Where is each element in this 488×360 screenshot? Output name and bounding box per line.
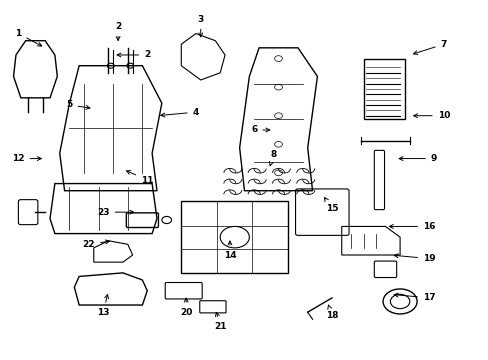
Text: 3: 3 [197, 15, 203, 37]
Text: 21: 21 [214, 312, 226, 331]
Text: 12: 12 [12, 154, 41, 163]
Text: 17: 17 [393, 293, 435, 302]
Text: 10: 10 [413, 111, 449, 120]
Text: 18: 18 [325, 305, 338, 320]
Bar [181, 202, 287, 273]
Text: 2: 2 [117, 50, 150, 59]
Text: 22: 22 [82, 240, 109, 249]
Text: 20: 20 [180, 298, 192, 317]
Text: 9: 9 [398, 154, 436, 163]
Text: 5: 5 [66, 100, 90, 109]
Text: 4: 4 [161, 108, 199, 117]
Text: 16: 16 [388, 222, 435, 231]
Text: 23: 23 [97, 208, 133, 217]
Text: 15: 15 [324, 198, 338, 213]
Text: 11: 11 [126, 171, 153, 185]
Text: 19: 19 [393, 254, 435, 263]
Text: 2: 2 [115, 22, 121, 40]
Text: 6: 6 [250, 126, 269, 135]
Text: 13: 13 [97, 294, 109, 317]
Text: 1: 1 [15, 29, 41, 46]
Text: 7: 7 [413, 40, 446, 54]
Text: 8: 8 [269, 150, 276, 166]
Text: 14: 14 [223, 241, 236, 260]
